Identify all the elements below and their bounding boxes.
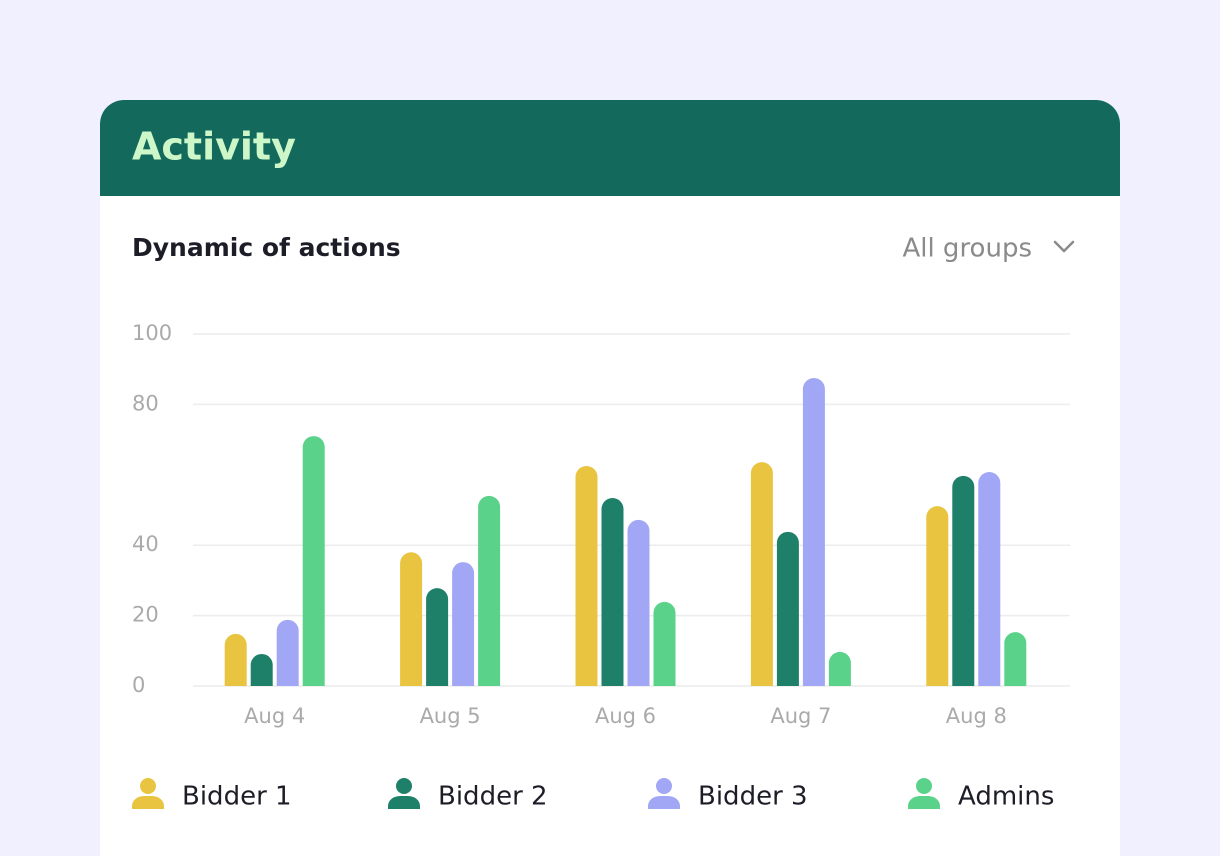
bar [302,436,325,686]
bar [952,475,975,686]
legend-icon [388,796,420,809]
bar [250,653,273,686]
bar [828,651,851,686]
legend-icon [916,778,932,794]
legend-icon [396,778,412,794]
legend-icon [648,796,680,809]
bar [426,588,449,686]
group-filter[interactable]: All groups [902,234,1032,264]
bar [926,506,949,686]
x-tick-label: Aug 7 [770,704,831,728]
legend-label: Bidder 3 [698,782,808,812]
bar [601,498,624,686]
bar [400,552,423,686]
bar [627,519,650,686]
legend-label: Bidder 2 [438,782,548,812]
bar [978,471,1001,686]
x-tick-label: Aug 4 [244,704,305,728]
bar [653,601,676,686]
bar [224,633,247,686]
x-tick-label: Aug 8 [946,704,1007,728]
bar [276,619,299,686]
header-title: Activity [132,125,296,169]
legend-icon [140,778,156,794]
x-tick-label: Aug 6 [595,704,656,728]
x-tick-label: Aug 5 [420,704,481,728]
legend-label: Admins [958,782,1054,812]
legend-icon [656,778,672,794]
bar [802,378,825,686]
bar [575,466,598,686]
y-tick-label: 40 [132,532,159,556]
dropdown-chevron[interactable] [1053,240,1075,253]
legend-icon [908,796,940,809]
bar [776,531,799,686]
y-tick-label: 100 [132,321,172,345]
bar [452,562,475,686]
bar [478,495,501,686]
y-tick-label: 80 [132,391,159,415]
legend-label: Bidder 1 [182,782,292,812]
card-header [100,100,1120,196]
bar [1004,632,1027,686]
chart-title: Dynamic of actions [132,233,401,262]
y-tick-label: 20 [132,603,159,627]
card [100,100,1120,856]
legend-icon [132,796,164,809]
y-tick-label: 0 [132,673,145,697]
bar [750,462,773,686]
